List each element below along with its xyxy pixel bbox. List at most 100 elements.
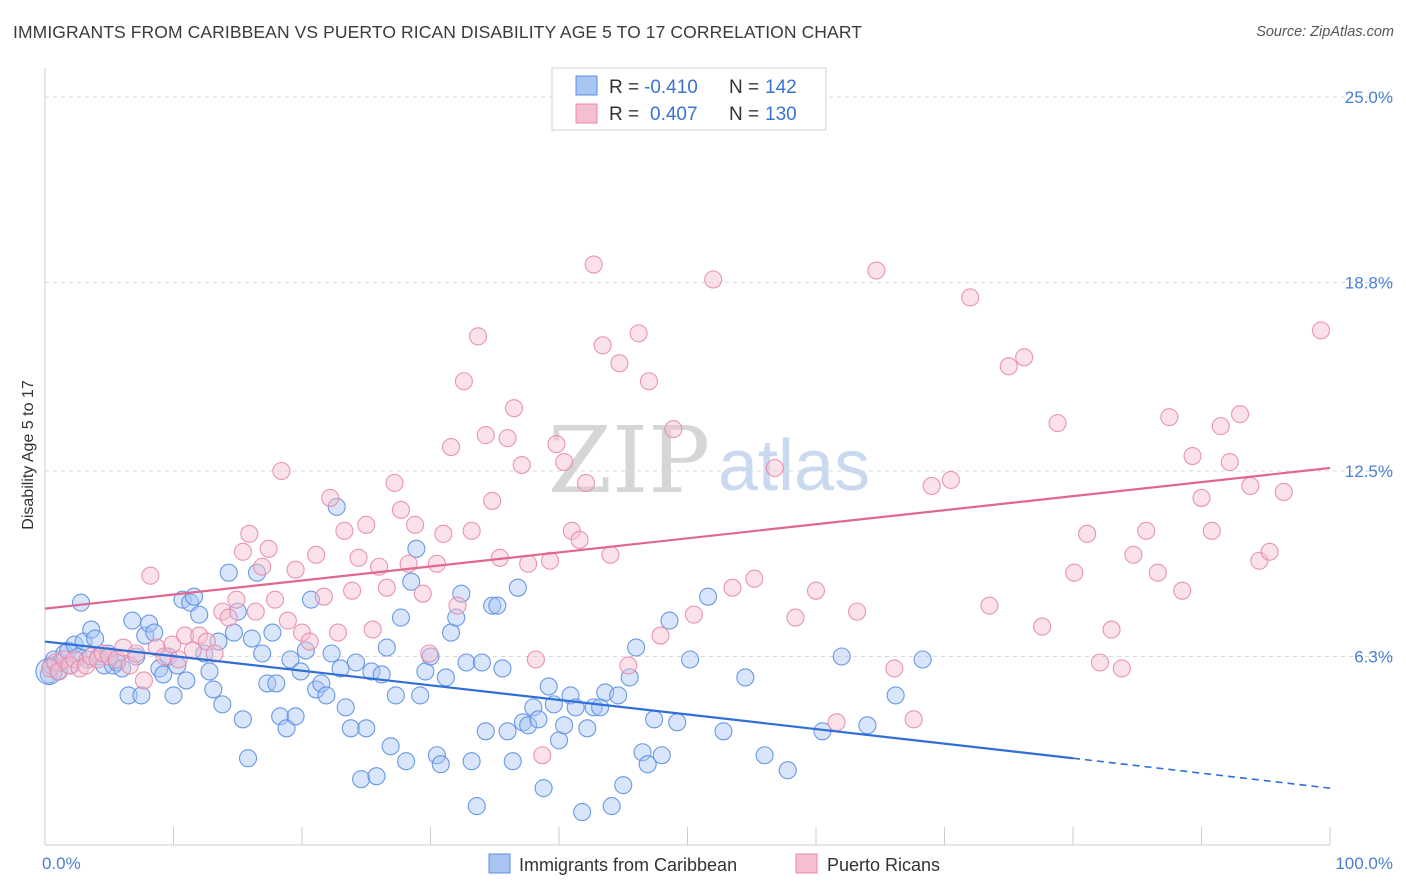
- data-point-pink: [377, 578, 396, 597]
- data-point-pink: [941, 470, 960, 490]
- data-point-blue: [286, 707, 305, 726]
- data-point-blue: [397, 752, 416, 771]
- data-point-pink: [1102, 620, 1121, 639]
- data-point-pink: [601, 545, 620, 564]
- data-point-pink: [1078, 524, 1097, 543]
- data-point-pink: [343, 581, 362, 600]
- data-point-blue: [411, 686, 430, 705]
- data-point-pink: [848, 602, 867, 621]
- data-point-blue: [483, 596, 502, 615]
- data-point-pink: [278, 611, 297, 630]
- data-point-blue: [132, 686, 151, 705]
- watermark-atlas: atlas: [718, 426, 870, 506]
- bottom-legend: Immigrants from Caribbean Puerto Ricans: [488, 853, 940, 875]
- data-point-pink: [205, 644, 224, 663]
- data-point-pink: [1173, 581, 1192, 600]
- data-point-pink: [1202, 521, 1221, 540]
- data-point-pink: [999, 357, 1018, 376]
- data-point-blue: [858, 716, 877, 735]
- data-point-pink: [357, 515, 376, 534]
- data-point-blue: [645, 710, 664, 729]
- trend-line-blue: [44, 640, 1074, 760]
- bottom-legend-label-pink: Puerto Ricans: [827, 855, 940, 875]
- data-point-blue: [377, 638, 396, 657]
- data-point-pink: [1112, 659, 1131, 678]
- data-point-pink: [349, 548, 368, 567]
- legend-n-label-blue: N =: [729, 77, 759, 98]
- data-point-pink: [321, 488, 340, 507]
- data-point-blue: [421, 647, 440, 666]
- data-point-pink: [1124, 545, 1143, 564]
- data-point-blue: [534, 779, 553, 798]
- data-point-pink: [584, 255, 603, 274]
- data-point-blue: [123, 611, 142, 630]
- data-point-blue: [578, 719, 597, 738]
- data-point-blue: [219, 563, 238, 582]
- data-point-blue: [508, 578, 527, 597]
- watermark-zip: ZIP: [548, 407, 710, 514]
- data-point-blue: [177, 671, 196, 690]
- chart-title: IMMIGRANTS FROM CARIBBEAN VS PUERTO RICA…: [13, 22, 863, 42]
- data-point-blue: [681, 650, 700, 669]
- legend-r-value-blue: -0.410: [644, 77, 698, 98]
- data-point-blue: [633, 743, 652, 762]
- data-point-pink: [427, 554, 446, 573]
- data-point-pink: [1065, 563, 1084, 582]
- y-tick-label: 18.8%: [1345, 274, 1393, 293]
- data-point-pink: [684, 605, 703, 624]
- data-point-pink: [385, 473, 404, 493]
- data-point-pink: [134, 671, 153, 690]
- data-point-pink: [391, 500, 410, 519]
- data-point-pink: [519, 554, 538, 573]
- data-point-blue: [327, 497, 346, 516]
- data-point-pink: [454, 372, 473, 391]
- data-point-blue: [524, 698, 543, 717]
- trend-line-extension-blue: [1072, 757, 1331, 789]
- trend-lines: [44, 466, 1331, 789]
- data-point-pink: [1192, 488, 1211, 507]
- data-point-blue: [529, 710, 548, 729]
- data-point-blue: [467, 797, 486, 816]
- data-point-pink: [533, 746, 552, 765]
- data-point-pink: [498, 429, 517, 448]
- data-point-blue: [714, 722, 733, 741]
- data-point-pink: [555, 452, 574, 472]
- data-point-pink: [1183, 446, 1202, 466]
- y-tick-label: 6.3%: [1354, 648, 1393, 667]
- data-point-pink: [1241, 476, 1260, 496]
- data-point-blue: [431, 755, 450, 774]
- bottom-legend-swatch-pink: [795, 853, 818, 874]
- data-point-pink: [765, 458, 784, 478]
- data-point-pink: [406, 515, 425, 534]
- data-point-blue: [660, 611, 679, 630]
- y-tick-labels: 6.3% 12.5% 18.8% 25.0%: [1345, 88, 1393, 667]
- data-point-blue: [247, 563, 267, 582]
- data-point-pink: [77, 656, 96, 675]
- data-point-blue: [913, 650, 932, 669]
- data-point-blue: [357, 719, 376, 738]
- data-point-blue: [71, 593, 91, 612]
- data-point-blue: [367, 767, 386, 786]
- data-point-blue: [317, 686, 336, 705]
- data-point-blue: [119, 686, 138, 705]
- x-tick-label: 0.0%: [42, 854, 81, 873]
- data-point-pink: [980, 596, 999, 615]
- bottom-legend-swatch-blue: [488, 853, 511, 874]
- data-point-blue: [362, 662, 381, 681]
- legend-r-value-pink: 0.407: [650, 104, 698, 125]
- data-point-pink: [265, 590, 285, 609]
- data-point-pink: [827, 713, 846, 732]
- data-point-pink: [1160, 408, 1179, 427]
- data-point-pink: [88, 650, 107, 669]
- data-point-blue: [602, 797, 621, 816]
- legend-r-label-blue: R =: [609, 77, 639, 98]
- data-point-pink: [723, 578, 742, 597]
- data-point-blue: [267, 674, 286, 693]
- data-point-blue: [140, 614, 159, 633]
- data-point-pink: [1048, 414, 1067, 433]
- data-point-blue: [200, 662, 219, 681]
- data-point-pink: [526, 650, 545, 669]
- data-point-pink: [629, 324, 648, 343]
- trend-line-pink: [44, 466, 1331, 610]
- data-point-pink: [1148, 563, 1167, 582]
